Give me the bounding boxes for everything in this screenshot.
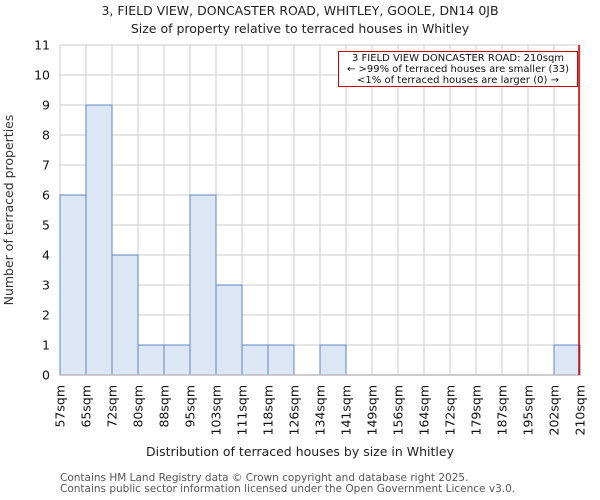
x-tick-label: 111sqm [235, 385, 250, 435]
x-tick-label: 179sqm [469, 385, 484, 435]
x-tick-label: 141sqm [339, 385, 354, 435]
x-tick-label: 72sqm [105, 385, 120, 428]
property-annotation-box: 3 FIELD VIEW DONCASTER ROAD: 210sqm ← >9… [338, 51, 578, 87]
footer-line-2: Contains public sector information licen… [60, 483, 516, 495]
y-tick-label: 7 [42, 158, 50, 173]
footer-line-1: Contains HM Land Registry data © Crown c… [60, 472, 469, 484]
y-tick-label: 6 [42, 188, 50, 203]
y-tick-label: 11 [34, 38, 50, 53]
histogram-bar [241, 344, 269, 376]
y-tick-label: 10 [34, 68, 50, 83]
x-tick-label: 88sqm [157, 385, 172, 428]
annotation-line-3: <1% of terraced houses are larger (0) → [357, 75, 559, 86]
histogram-bar [137, 344, 165, 376]
x-tick-label: 65sqm [79, 385, 94, 428]
chart-title: 3, FIELD VIEW, DONCASTER ROAD, WHITLEY, … [101, 3, 499, 18]
x-tick-label: 118sqm [261, 385, 276, 435]
x-tick-label: 103sqm [209, 385, 224, 435]
histogram-bar [59, 194, 87, 376]
y-axis-label: Number of terraced properties [1, 115, 16, 306]
histogram-bar [553, 344, 581, 376]
x-tick-label: 95sqm [183, 385, 198, 428]
x-tick-label: 80sqm [131, 385, 146, 428]
annotation-line-1: 3 FIELD VIEW DONCASTER ROAD: 210sqm [351, 53, 565, 64]
x-tick-label: 187sqm [495, 385, 510, 435]
y-tick-label: 5 [42, 218, 50, 233]
y-tick-label: 9 [42, 98, 50, 113]
histogram-bar [215, 284, 243, 376]
y-tick-label: 1 [42, 338, 50, 353]
y-tick-label: 2 [42, 308, 50, 323]
x-tick-label: 156sqm [391, 385, 406, 435]
y-tick-label: 0 [42, 368, 50, 383]
x-axis-label: Distribution of terraced houses by size … [146, 444, 454, 459]
x-tick-label: 134sqm [313, 385, 328, 435]
x-tick-label: 164sqm [417, 385, 432, 435]
x-tick-label: 126sqm [287, 385, 302, 435]
y-tick-label: 3 [42, 278, 50, 293]
chart-subtitle: Size of property relative to terraced ho… [130, 21, 470, 36]
x-tick-label: 57sqm [53, 385, 68, 428]
y-tick-label: 4 [42, 248, 50, 263]
histogram-bar [85, 104, 113, 376]
x-tick-label: 149sqm [365, 385, 380, 435]
x-tick-label: 202sqm [547, 385, 562, 435]
histogram-bar [189, 194, 217, 376]
histogram-bar [163, 344, 191, 376]
x-tick-label: 172sqm [443, 385, 458, 435]
histogram-bar [267, 344, 295, 376]
y-tick-label: 8 [42, 128, 50, 143]
histogram-bar [319, 344, 347, 376]
histogram-bar [111, 254, 139, 376]
x-tick-label: 195sqm [521, 385, 536, 435]
annotation-line-2: ← >99% of terraced houses are smaller (3… [346, 64, 570, 75]
x-tick-label: 210sqm [573, 385, 588, 435]
